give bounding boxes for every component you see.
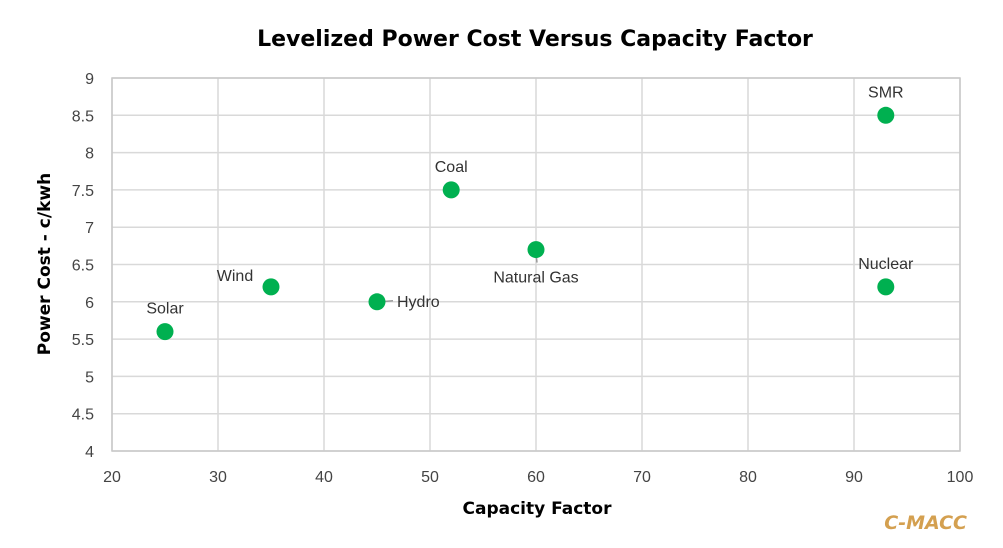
x-tick-label: 70 <box>633 469 651 486</box>
y-tick-label: 6.5 <box>72 258 94 275</box>
y-tick-label: 9 <box>85 71 94 88</box>
chart-title: Levelized Power Cost Versus Capacity Fac… <box>257 27 813 52</box>
y-tick-label: 5.5 <box>72 332 94 349</box>
x-tick-label: 40 <box>315 469 333 486</box>
data-point-smr: SMR <box>868 84 904 124</box>
plot-frame <box>111 77 961 452</box>
scatter-marker <box>156 323 174 341</box>
gridlines <box>111 77 961 452</box>
data-points: Solar Wind Hydro Coal Natural Gas SMR Nuclear <box>146 84 914 341</box>
y-tick-label: 5 <box>85 369 94 386</box>
point-label: Coal <box>435 159 468 176</box>
x-tick-label: 100 <box>947 469 974 486</box>
y-tick-label: 7.5 <box>72 183 94 200</box>
y-tick-label: 7 <box>85 220 94 237</box>
scatter-marker <box>262 278 280 296</box>
x-tick-label: 60 <box>527 469 545 486</box>
y-tick-label: 8 <box>85 146 94 163</box>
point-label: Natural Gas <box>493 270 578 287</box>
data-point-wind: Wind <box>217 268 280 296</box>
point-label: Nuclear <box>858 256 914 273</box>
y-axis-title: Power Cost - c/kwh <box>35 173 55 355</box>
x-tick-label: 30 <box>209 469 227 486</box>
x-axis-title: Capacity Factor <box>463 499 613 519</box>
scatter-marker <box>442 181 460 199</box>
x-tick-label: 80 <box>739 469 757 486</box>
x-axis-ticks: 20 30 40 50 60 70 80 90 100 <box>103 469 973 486</box>
point-label: Hydro <box>397 294 440 311</box>
data-point-natural-gas: Natural Gas <box>493 241 579 287</box>
scatter-marker <box>877 278 895 296</box>
scatter-marker <box>527 241 545 259</box>
x-tick-label: 20 <box>103 469 121 486</box>
y-tick-label: 4 <box>85 444 94 461</box>
watermark-logo: C-MACC <box>884 512 967 534</box>
point-label: Wind <box>217 268 253 285</box>
y-tick-label: 4.5 <box>72 407 94 424</box>
data-point-nuclear: Nuclear <box>858 256 914 296</box>
data-point-solar: Solar <box>146 301 184 341</box>
x-tick-label: 50 <box>421 469 439 486</box>
scatter-marker <box>368 293 386 311</box>
point-label: Solar <box>146 301 184 318</box>
y-tick-label: 8.5 <box>72 108 94 125</box>
data-point-coal: Coal <box>435 159 468 199</box>
point-label: SMR <box>868 84 904 101</box>
y-axis-ticks: 4 4.5 5 5.5 6 6.5 7 7.5 8 8.5 9 <box>72 71 94 461</box>
data-point-hydro: Hydro <box>368 293 440 311</box>
scatter-marker <box>877 106 895 124</box>
y-tick-label: 6 <box>85 295 94 312</box>
x-tick-label: 90 <box>845 469 863 486</box>
